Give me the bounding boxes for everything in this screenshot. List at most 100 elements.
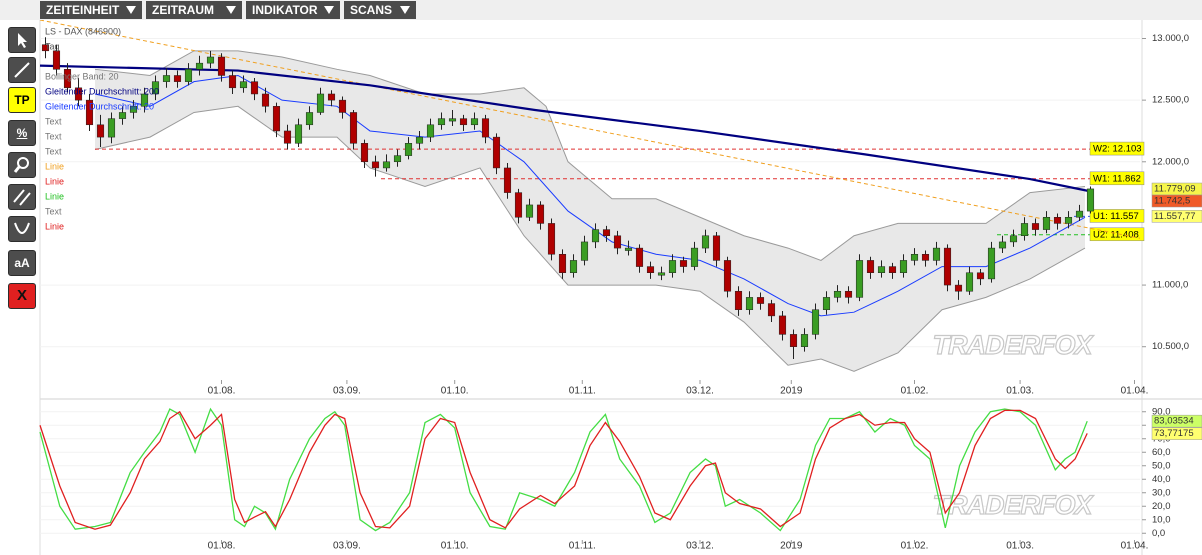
candle-body — [162, 75, 171, 82]
candle-body — [261, 93, 270, 107]
candle-body — [811, 309, 820, 335]
candle-body — [558, 253, 567, 273]
candle-body — [327, 93, 336, 101]
text-tool[interactable]: aA — [8, 250, 36, 276]
candle-body — [976, 272, 985, 280]
candle-body — [998, 241, 1007, 249]
candle-body — [1020, 223, 1029, 237]
price-tag — [1151, 427, 1202, 440]
dropdown-arrow — [226, 6, 236, 14]
tool-label: aA — [14, 256, 30, 270]
x-tick-label: 01.10. — [441, 541, 469, 552]
y-tick-label: 20,0 — [1152, 501, 1171, 512]
legend-entry: Linie — [45, 221, 64, 231]
tool-label: TP — [14, 93, 30, 107]
price-tag-label: 83,03534 — [1154, 416, 1194, 427]
candle-body — [1086, 188, 1095, 212]
candle-body — [514, 192, 523, 218]
button-label: SCANS — [350, 3, 393, 17]
toolbar-button[interactable]: INDIKATOR — [246, 1, 340, 19]
candle-body — [866, 260, 875, 273]
toolbar-button[interactable]: ZEITEINHEIT — [40, 1, 142, 19]
candle-body — [85, 99, 94, 126]
candle-body — [481, 118, 490, 138]
overlay-line — [94, 74, 1086, 317]
candle-body — [1042, 217, 1051, 230]
x-tick-label: 03.12. — [686, 541, 714, 552]
y-tick-label: 12.500,0 — [1152, 95, 1189, 106]
oscillator-line — [39, 409, 1088, 530]
icon — [14, 62, 30, 78]
legend-entry: Text — [45, 146, 62, 156]
candle-body — [459, 118, 468, 126]
level-box — [1089, 209, 1145, 223]
tp-tool[interactable]: TP — [8, 87, 36, 113]
candle-body — [404, 143, 413, 156]
toolbar-button[interactable]: ZEITRAUM — [146, 1, 242, 19]
candle-body — [723, 260, 732, 292]
candle-body — [316, 93, 325, 113]
x-tick-label: 01.08. — [208, 541, 236, 552]
x-tick-label: 2019 — [780, 541, 803, 552]
candle-body — [789, 334, 798, 347]
candle-body — [1064, 217, 1073, 224]
level-label: U1: 11.557 — [1093, 211, 1139, 222]
candle-body — [646, 266, 655, 273]
y-tick-label: 13.000,0 — [1152, 33, 1189, 44]
button-label: INDIKATOR — [252, 3, 318, 17]
y-tick-label: 30,0 — [1152, 487, 1171, 498]
level-label: W2: 12.103 — [1093, 144, 1142, 155]
candle-body — [140, 93, 149, 107]
candle-body — [1053, 217, 1062, 224]
price-tag — [1151, 194, 1202, 208]
candle-body — [503, 167, 512, 193]
band-lower — [94, 105, 1086, 372]
button-label: ZEITEINHEIT — [46, 3, 120, 17]
line-tool[interactable] — [8, 57, 36, 83]
candle-body — [448, 118, 457, 122]
watermark: TRADERFOX — [933, 490, 1095, 520]
overlay-line — [39, 19, 1141, 239]
channel-tool[interactable] — [8, 184, 36, 210]
candle-body — [965, 272, 974, 292]
candle-body — [393, 155, 402, 163]
candle-body — [745, 297, 754, 310]
x-tick-label: 03.09. — [333, 386, 361, 397]
candle-body — [580, 241, 589, 261]
candle-body — [525, 204, 534, 218]
candle-body — [41, 44, 50, 52]
candle-body — [657, 272, 666, 276]
icon — [18, 33, 27, 48]
candle-body — [239, 81, 248, 89]
cursor-tool[interactable] — [8, 27, 36, 53]
legend-entry: Text — [45, 206, 62, 216]
candle-body — [569, 260, 578, 273]
candle-body — [74, 87, 83, 101]
price-tag-label: 73,77175 — [1154, 428, 1194, 439]
delete-tool[interactable]: X — [8, 283, 36, 309]
price-tag-label: 11.779,09 — [1154, 184, 1196, 195]
legend-entry: Bollinger Band: 20 — [45, 71, 119, 81]
percent-tool[interactable]: % — [8, 120, 36, 146]
candle-body — [822, 297, 831, 310]
candle-body — [118, 112, 127, 119]
icon — [13, 157, 29, 173]
candle-body — [206, 56, 215, 64]
candle-body — [888, 266, 897, 273]
candle-body — [987, 247, 996, 280]
oscillator-line — [39, 407, 1088, 532]
candle-body — [624, 247, 633, 251]
y-tick-label: 10.500,0 — [1152, 341, 1189, 352]
candle-body — [756, 297, 765, 304]
curve-tool[interactable] — [8, 216, 36, 242]
price-tag — [1151, 414, 1202, 428]
zoom-tool[interactable] — [8, 152, 36, 178]
candle-body — [195, 62, 204, 70]
y-tick-label: 60,0 — [1152, 447, 1171, 458]
legend-entry: Tag — [45, 41, 60, 51]
candle-body — [833, 290, 842, 298]
toolbar-button[interactable]: SCANS — [344, 1, 416, 19]
candle-body — [129, 106, 138, 113]
candle-body — [217, 56, 226, 76]
y-tick-label: 50,0 — [1152, 460, 1171, 471]
